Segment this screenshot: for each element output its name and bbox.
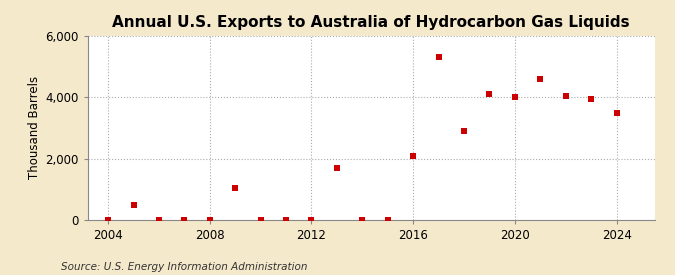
Point [611,110,622,115]
Point [255,218,266,222]
Point [179,218,190,222]
Point [510,95,520,99]
Point [306,218,317,222]
Point [153,218,164,222]
Point [230,186,240,190]
Text: Source: U.S. Energy Information Administration: Source: U.S. Energy Information Administ… [61,262,307,272]
Point [103,218,113,222]
Point [535,76,545,81]
Point [433,55,444,59]
Point [331,166,342,170]
Point [586,97,597,101]
Point [281,218,292,222]
Point [357,218,368,222]
Point [128,202,139,207]
Point [205,218,215,222]
Point [408,153,418,158]
Title: Annual U.S. Exports to Australia of Hydrocarbon Gas Liquids: Annual U.S. Exports to Australia of Hydr… [113,15,630,31]
Point [560,94,571,98]
Point [382,218,393,222]
Point [458,129,469,133]
Point [484,92,495,96]
Y-axis label: Thousand Barrels: Thousand Barrels [28,76,41,180]
